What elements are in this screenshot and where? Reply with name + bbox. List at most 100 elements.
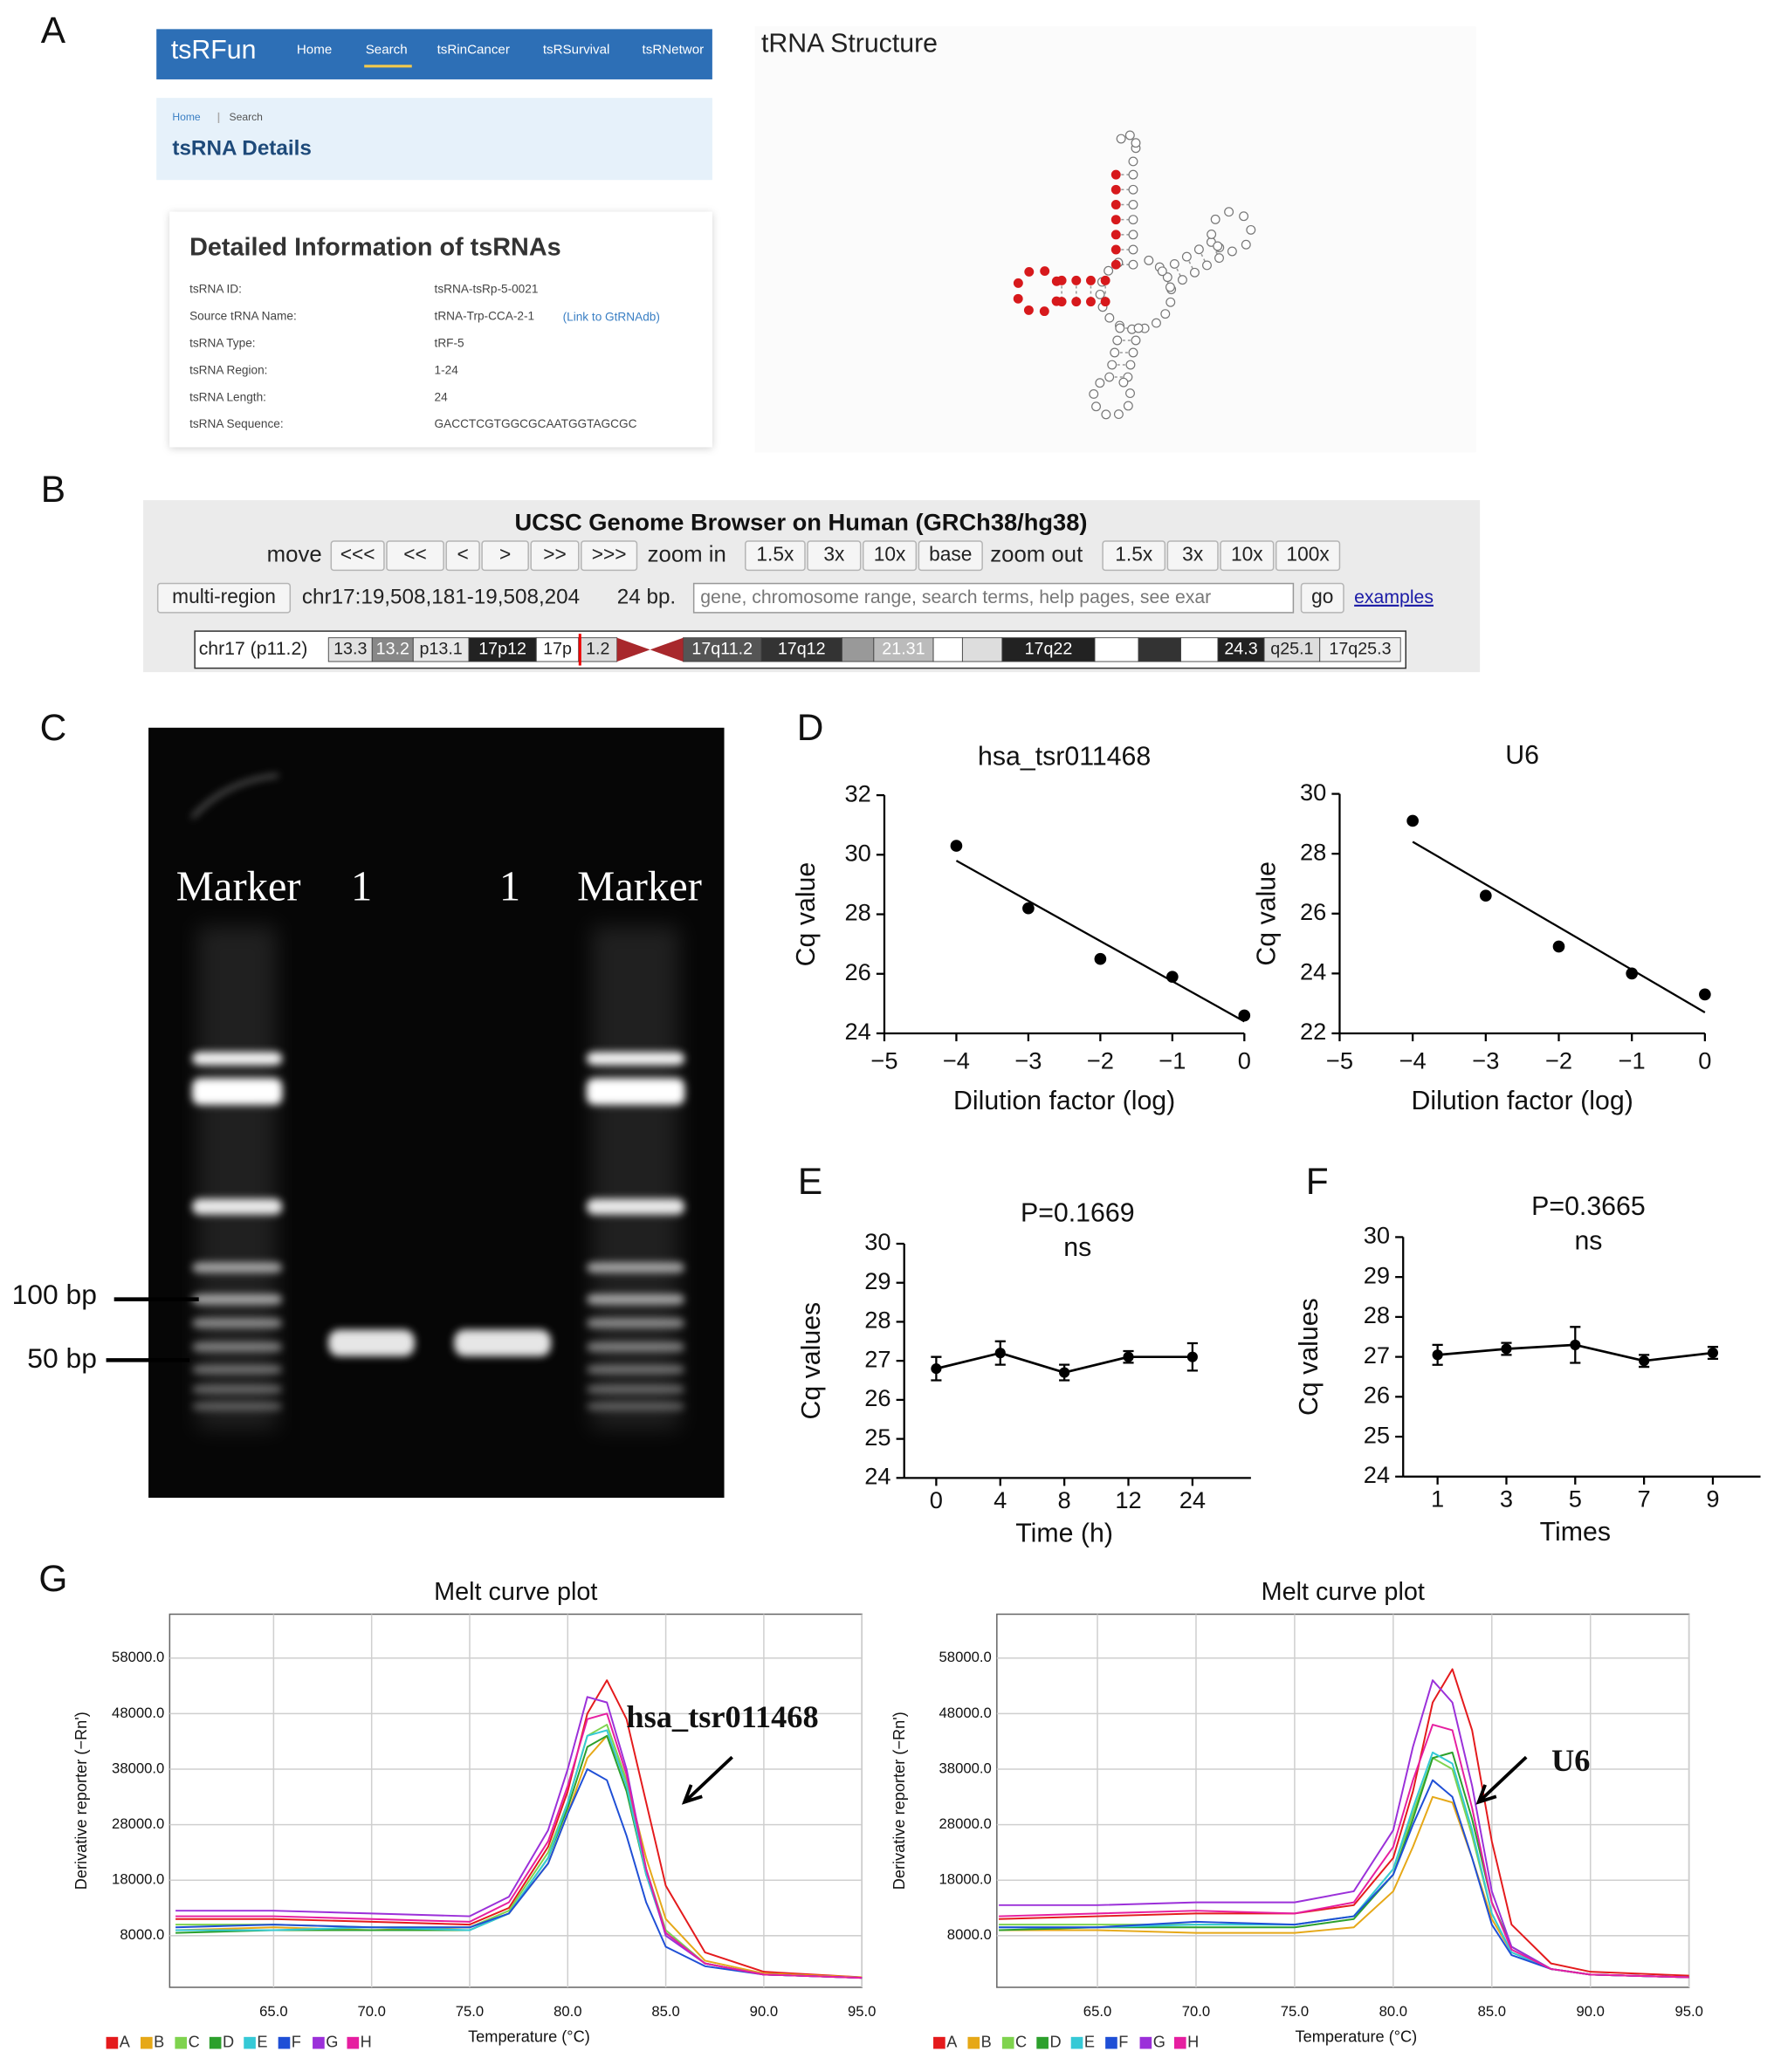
annotation: P=0.3665 — [1531, 1192, 1646, 1221]
chromosome-band — [961, 637, 1003, 662]
button[interactable] — [1300, 582, 1344, 614]
band-label: 17q12 — [778, 640, 826, 659]
x-tick-label: 0 — [1238, 1047, 1251, 1074]
position: chr17:19,508,181-19,508,204 — [302, 586, 580, 609]
button-label[interactable]: 1.5x — [756, 543, 794, 566]
button[interactable] — [330, 540, 385, 572]
button-label[interactable]: 10x — [874, 543, 906, 566]
button[interactable] — [918, 540, 983, 572]
nav-link[interactable]: tsRinCancer — [437, 43, 510, 58]
button-label[interactable]: > — [499, 543, 511, 566]
button-label[interactable]: >> — [543, 543, 567, 566]
button-label[interactable]: 100x — [1286, 543, 1330, 566]
button-label[interactable]: << — [403, 543, 427, 566]
nucleotide — [1128, 347, 1138, 358]
legend-label: G — [326, 2033, 338, 2050]
y-tick-label: 24 — [864, 1463, 890, 1490]
breadcrumb-link[interactable]: Home — [172, 111, 201, 123]
button[interactable] — [1102, 540, 1166, 572]
info-label: tsRNA Length: — [189, 390, 266, 403]
button-label[interactable]: 10x — [1231, 543, 1263, 566]
y-tick-label: 28 — [1364, 1301, 1390, 1328]
search-input[interactable] — [692, 582, 1295, 614]
button[interactable] — [1166, 540, 1219, 572]
button[interactable] — [581, 540, 638, 572]
legend-swatch — [175, 2036, 188, 2049]
button-label[interactable]: <<< — [340, 543, 375, 566]
nucleotide — [1110, 215, 1121, 225]
x-tick-label: −1 — [1159, 1047, 1186, 1074]
nucleotide — [1024, 266, 1035, 277]
y-tick-label: 26 — [1300, 898, 1326, 925]
y-tick-label: 24 — [844, 1018, 870, 1045]
button-label[interactable]: >>> — [592, 543, 627, 566]
button-label[interactable]: 1.5x — [1115, 543, 1153, 566]
nav-link[interactable]: tsRNetwor — [643, 43, 705, 58]
nucleotide — [1113, 409, 1124, 420]
data-point — [950, 840, 963, 852]
button[interactable] — [1275, 540, 1341, 572]
x-tick-label: 95.0 — [848, 2003, 876, 2020]
y-tick-label: 8000.0 — [947, 1926, 992, 1943]
y-tick-label: 30 — [864, 1228, 890, 1255]
gtrnadb-link[interactable]: (Link to GtRNAdb) — [563, 310, 660, 323]
plot-frame — [996, 1613, 1690, 1988]
button[interactable] — [156, 582, 292, 614]
panel-label: A — [41, 10, 66, 51]
button-label[interactable]: 3x — [823, 543, 845, 566]
breadcrumb-current: Search — [230, 111, 263, 123]
chromosome-band — [578, 637, 618, 662]
x-tick-label: 80.0 — [554, 2003, 581, 2020]
x-tick-label: −2 — [1087, 1047, 1114, 1074]
size-marker: 50 bp — [27, 1342, 97, 1374]
nucleotide — [1013, 293, 1023, 304]
button-label[interactable]: base — [929, 543, 972, 566]
nucleotide — [1104, 372, 1115, 382]
nav-link[interactable]: Search — [366, 43, 408, 58]
nucleotide — [1128, 215, 1138, 225]
nucleotide — [1115, 323, 1125, 333]
y-tick-label: 38000.0 — [939, 1760, 992, 1776]
x-tick-label: 80.0 — [1379, 2003, 1407, 2020]
chromosome-band — [468, 637, 537, 662]
nucleotide — [1104, 265, 1114, 276]
y-tick-label: 18000.0 — [112, 1871, 164, 1888]
button[interactable] — [745, 540, 806, 572]
nucleotide — [1118, 377, 1129, 388]
x-tick-label: 7 — [1638, 1485, 1651, 1512]
button[interactable] — [1220, 540, 1275, 572]
button-label[interactable]: < — [457, 543, 468, 566]
annotation: ns — [1574, 1226, 1602, 1255]
nucleotide — [1131, 335, 1141, 346]
button-label[interactable]: multi-region — [172, 585, 276, 607]
nav-bar: Home Search tsRinCancer tsRSurvival tsRNetwo… — [297, 43, 704, 58]
button[interactable] — [386, 540, 444, 572]
nucleotide — [1071, 275, 1082, 285]
button[interactable] — [862, 540, 918, 572]
info-value: GACCTCGTGGCGCAATGGTAGCGC — [435, 417, 637, 430]
data-point — [1707, 1347, 1719, 1359]
nucleotide — [1157, 266, 1167, 277]
button[interactable] — [530, 540, 580, 572]
nucleotide — [1110, 244, 1121, 255]
legend-label: E — [257, 2033, 267, 2050]
button-label[interactable]: 3x — [1182, 543, 1204, 566]
button[interactable] — [481, 540, 529, 572]
band-label: 1.2 — [586, 640, 609, 659]
nav-link[interactable]: tsRSurvival — [543, 43, 610, 58]
legend-swatch — [1173, 2036, 1186, 2049]
button-label[interactable]: go — [1311, 585, 1333, 607]
examples-link[interactable]: examples — [1354, 587, 1434, 607]
data-point — [1501, 1343, 1512, 1355]
y-axis-label: Cq value — [792, 862, 821, 967]
nucleotide — [1123, 401, 1133, 411]
panel-label: C — [40, 707, 67, 748]
data-point — [1432, 1349, 1443, 1361]
button[interactable] — [445, 540, 480, 572]
chart-title: Melt curve plot — [1262, 1578, 1425, 1606]
nucleotide — [1071, 297, 1082, 307]
nav-link[interactable]: Home — [297, 43, 332, 58]
nucleotide — [1128, 169, 1138, 180]
x-tick-label: 75.0 — [456, 2003, 484, 2020]
button[interactable] — [807, 540, 862, 572]
